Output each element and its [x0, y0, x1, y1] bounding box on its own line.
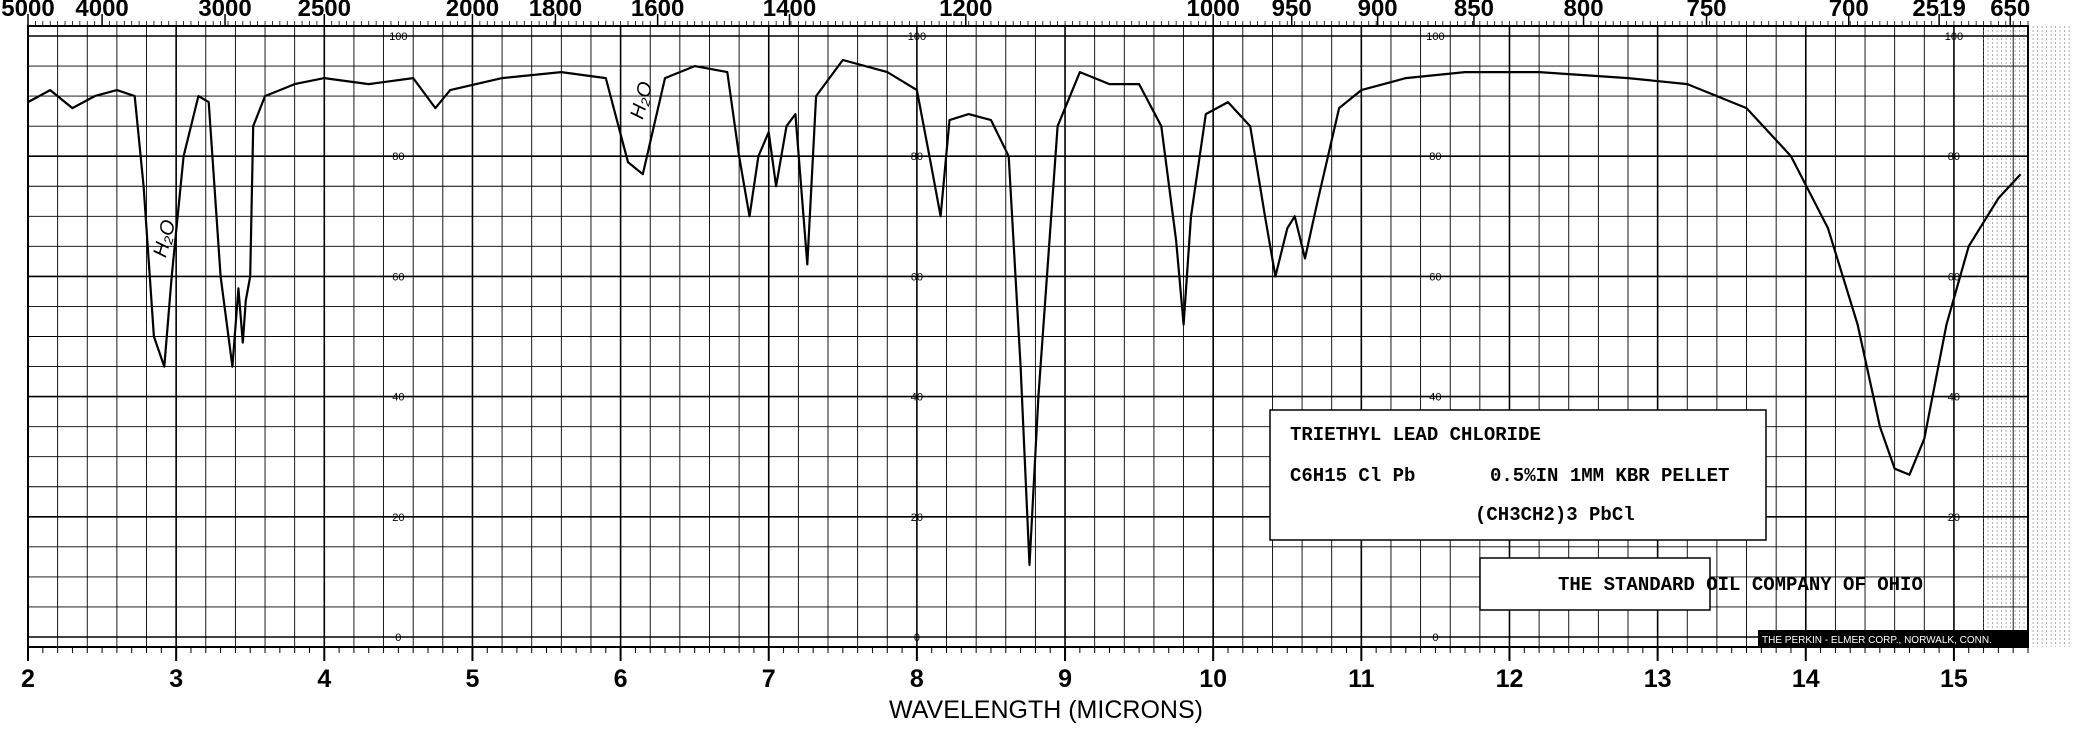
transmittance-label: 80 — [911, 151, 923, 163]
transmittance-label: 0 — [914, 632, 920, 644]
compound-name: TRIETHYL LEAD CHLORIDE — [1290, 424, 1541, 446]
top-tick-label: 2500 — [298, 0, 351, 22]
top-tick-label: 1200 — [939, 0, 992, 22]
top-tick-label: 2000 — [446, 0, 499, 22]
transmittance-label: 20 — [911, 512, 923, 524]
x-tick-label: 5 — [465, 665, 479, 693]
sample-label-box: TRIETHYL LEAD CHLORIDE C6H15 Cl Pb 0.5%I… — [1269, 409, 1923, 611]
transmittance-label: 40 — [1948, 392, 1960, 404]
top-tick-label: 750 — [1686, 0, 1726, 22]
spectrum-line — [27, 58, 2022, 566]
transmittance-label: 20 — [392, 512, 404, 524]
top-tick-label: 5000 — [1, 0, 54, 22]
transmittance-label: 80 — [1429, 151, 1441, 163]
top-tick-label: 800 — [1564, 0, 1604, 22]
x-tick-label: 2 — [21, 665, 35, 693]
x-tick-label: 13 — [1644, 665, 1672, 693]
x-tick-label: 11 — [1348, 665, 1375, 693]
top-tick-label: 1800 — [529, 0, 582, 22]
source-box-frame — [1479, 557, 1711, 611]
transmittance-label: 60 — [1429, 271, 1441, 283]
top-tick-label: 700 — [1829, 0, 1869, 22]
x-tick-label: 14 — [1792, 665, 1820, 693]
x-tick-label: 8 — [910, 665, 924, 693]
x-tick-label: 12 — [1496, 665, 1524, 693]
transmittance-label: 100 — [908, 31, 926, 43]
label-box-frame — [1269, 409, 1767, 541]
x-tick-label: 3 — [169, 665, 183, 693]
footer-credit-bar — [1758, 630, 2028, 647]
top-tick-label: 4000 — [75, 0, 128, 22]
transmittance-label: 0 — [1432, 632, 1438, 644]
x-tick-label: 7 — [762, 665, 776, 693]
top-tick-label: 1600 — [631, 0, 684, 22]
chart-grid — [27, 25, 2070, 648]
x-tick-label: 10 — [1199, 665, 1227, 693]
transmittance-label: 60 — [392, 271, 404, 283]
x-tick-label: 6 — [614, 665, 628, 693]
top-tick-label: 1400 — [763, 0, 816, 22]
transmittance-label: 80 — [392, 151, 404, 163]
top-tick-label: 950 — [1272, 0, 1312, 22]
x-axis-title: WAVELENGTH (MICRONS) — [889, 696, 1203, 724]
transmittance-label: 60 — [1948, 271, 1960, 283]
source-organization: THE STANDARD OIL COMPANY OF OHIO — [1558, 574, 1923, 596]
top-tick-label: 2519 — [1912, 0, 1965, 22]
top-tick-label: 650 — [1990, 0, 2030, 22]
top-tick-label: 3000 — [198, 0, 251, 22]
transmittance-label: 0 — [395, 632, 401, 644]
transmittance-label: 40 — [911, 392, 923, 404]
chart-curve-layer — [27, 58, 2022, 566]
structural-formula: (CH3CH2)3 PbCl — [1475, 504, 1635, 526]
x-tick-label: 9 — [1058, 665, 1072, 693]
top-tick-label: 900 — [1358, 0, 1398, 22]
molecular-formula: C6H15 Cl Pb — [1290, 465, 1415, 487]
sample-preparation: 0.5%IN 1MM KBR PELLET — [1490, 465, 1729, 487]
transmittance-label: 60 — [911, 271, 923, 283]
transmittance-label: 100 — [1945, 31, 1963, 43]
transmittance-label: 100 — [1426, 31, 1444, 43]
top-tick-label: 1000 — [1186, 0, 1239, 22]
x-tick-label: 15 — [1940, 665, 1968, 693]
transmittance-label: 100 — [389, 31, 407, 43]
transmittance-label: 40 — [392, 392, 404, 404]
top-tick-label: 850 — [1454, 0, 1494, 22]
transmittance-label: 20 — [1948, 512, 1960, 524]
transmittance-label: 80 — [1948, 151, 1960, 163]
footer-credit: THE PERKIN - ELMER CORP., NORWALK, CONN. — [1762, 635, 1992, 646]
transmittance-label: 40 — [1429, 392, 1441, 404]
x-tick-label: 4 — [317, 665, 331, 693]
